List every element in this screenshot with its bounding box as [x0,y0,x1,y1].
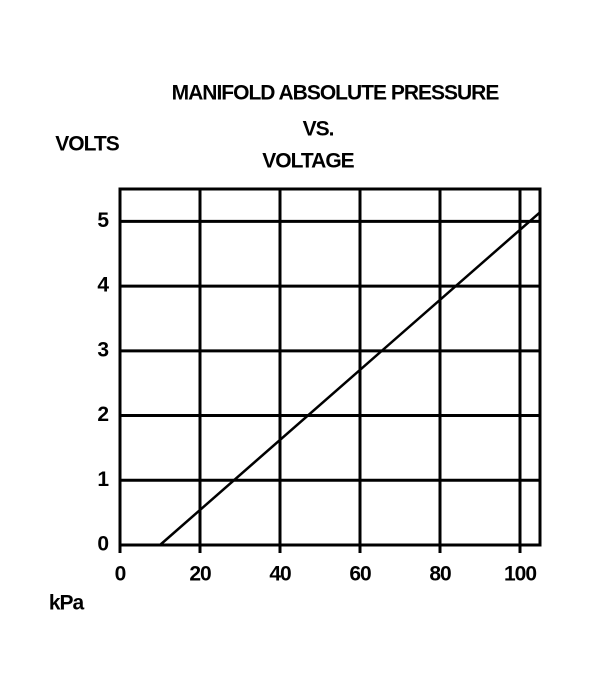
x-tick-label: 0 [115,563,126,586]
chart-title: VS. [303,118,334,141]
y-tick-label: 4 [97,274,109,297]
x-tick-label: 80 [429,563,451,586]
y-tick-label: 3 [97,338,108,361]
x-tick-label: 20 [189,563,211,586]
x-tick-label: 40 [269,563,291,586]
y-tick-label: 2 [97,403,108,426]
y-tick-label: 1 [97,468,109,491]
y-tick-label: 0 [97,533,108,556]
chart-title: VOLTAGE [262,150,354,173]
y-axis-label: VOLTS [55,133,119,156]
x-tick-label: 60 [349,563,371,586]
chart-title: MANIFOLD ABSOLUTE PRESSURE [172,82,500,105]
y-tick-label: 5 [97,209,109,232]
x-tick-label: 100 [504,563,536,586]
x-axis-label: kPa [49,592,85,615]
data-line [159,211,541,546]
plot-frame [118,187,542,547]
